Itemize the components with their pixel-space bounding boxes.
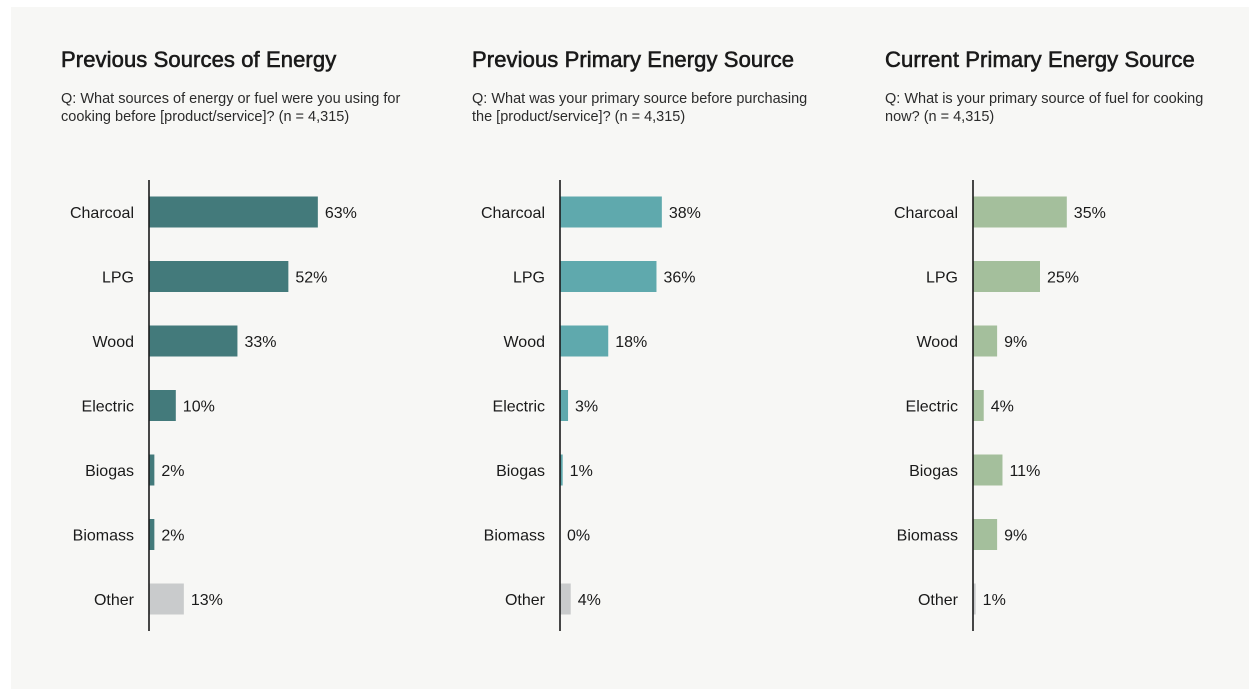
category-label-electric: Electric <box>906 399 958 416</box>
bar-charcoal <box>560 196 662 228</box>
category-label-charcoal: Charcoal <box>70 205 134 222</box>
category-label-wood: Wood <box>503 334 545 351</box>
value-label-wood: 33% <box>244 334 276 351</box>
bar-other <box>973 583 976 615</box>
value-label-lpg: 52% <box>295 270 327 287</box>
chart-question: Q: What is your primary source of fuel f… <box>885 91 1204 125</box>
category-label-charcoal: Charcoal <box>481 205 545 222</box>
category-label-biogas: Biogas <box>496 463 545 480</box>
bar-chart-previous-sources: Charcoal 63% LPG 52% Wood 33% Electric 10% Bioga… <box>70 180 357 631</box>
bar-biogas <box>973 454 1003 486</box>
bar-chart-current-primary: Charcoal 35% LPG 25% Wood 9% Electric 4% Biogas 1… <box>894 180 1106 631</box>
chart-panel-previous-primary: Previous Primary Energy Source Q: What w… <box>472 7 872 689</box>
category-label-lpg: LPG <box>513 270 545 287</box>
value-label-charcoal: 38% <box>669 205 701 222</box>
value-label-biomass: 2% <box>161 528 184 545</box>
category-label-biogas: Biogas <box>85 463 134 480</box>
category-label-biomass: Biomass <box>484 528 545 545</box>
value-label-biogas: 1% <box>570 463 593 480</box>
category-label-electric: Electric <box>493 399 545 416</box>
chart-question: Q: What was your primary source before p… <box>472 91 808 125</box>
bar-electric <box>973 390 984 421</box>
category-label-biomass: Biomass <box>73 528 134 545</box>
chart-title: Previous Primary Energy Source <box>472 47 795 73</box>
value-label-electric: 4% <box>991 399 1014 416</box>
category-label-other: Other <box>918 592 959 609</box>
category-label-lpg: LPG <box>926 270 958 287</box>
chart-panel-previous-sources: Previous Sources of Energy Q: What sourc… <box>61 7 461 689</box>
category-label-biogas: Biogas <box>909 463 958 480</box>
bar-other <box>149 583 184 615</box>
chart-question: Q: What sources of energy or fuel were y… <box>61 91 401 125</box>
bar-wood <box>973 325 998 357</box>
value-label-biomass: 9% <box>1004 528 1027 545</box>
value-label-biogas: 11% <box>1009 463 1040 480</box>
category-label-electric: Electric <box>82 399 134 416</box>
chart-canvas: Previous Sources of Energy Q: What sourc… <box>11 7 1249 689</box>
value-label-lpg: 25% <box>1047 270 1079 287</box>
bar-lpg <box>149 261 289 292</box>
category-label-wood: Wood <box>916 334 958 351</box>
bar-wood <box>560 325 609 357</box>
value-label-other: 1% <box>983 592 1006 609</box>
value-label-wood: 9% <box>1004 334 1027 351</box>
bar-biomass <box>973 519 998 550</box>
bar-biogas <box>149 454 155 486</box>
category-label-other: Other <box>505 592 546 609</box>
category-label-other: Other <box>94 592 135 609</box>
value-label-electric: 3% <box>575 399 598 416</box>
bar-wood <box>149 325 238 357</box>
value-label-wood: 18% <box>615 334 647 351</box>
bar-charcoal <box>973 196 1067 228</box>
bar-charcoal <box>149 196 318 228</box>
chart-panel-current-primary: Current Primary Energy Source Q: What is… <box>885 7 1256 689</box>
chart-title: Current Primary Energy Source <box>885 47 1195 73</box>
category-label-biomass: Biomass <box>897 528 958 545</box>
value-label-charcoal: 63% <box>325 205 357 222</box>
category-label-lpg: LPG <box>102 270 134 287</box>
value-label-other: 13% <box>191 592 223 609</box>
chart-title: Previous Sources of Energy <box>61 47 337 73</box>
bar-biogas <box>560 454 563 486</box>
value-label-biomass: 0% <box>567 528 590 545</box>
bar-biomass <box>149 519 155 550</box>
value-label-electric: 10% <box>183 399 215 416</box>
bar-other <box>560 583 571 615</box>
category-label-wood: Wood <box>92 334 134 351</box>
category-label-charcoal: Charcoal <box>894 205 958 222</box>
bar-lpg <box>973 261 1040 292</box>
bar-chart-previous-primary: Charcoal 38% LPG 36% Wood 18% Electric 3% Biogas… <box>481 180 701 631</box>
bar-electric <box>149 390 176 421</box>
value-label-biogas: 2% <box>161 463 184 480</box>
value-label-other: 4% <box>578 592 601 609</box>
bar-lpg <box>560 261 657 292</box>
bar-electric <box>560 390 569 421</box>
value-label-lpg: 36% <box>663 270 695 287</box>
value-label-charcoal: 35% <box>1074 205 1106 222</box>
